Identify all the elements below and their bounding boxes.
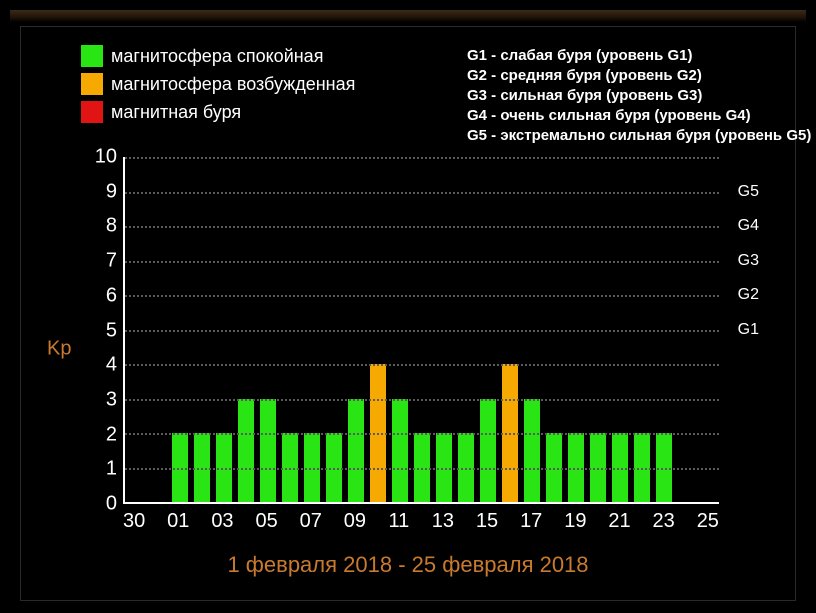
gridline [125, 330, 719, 332]
y-tick: 5 [106, 319, 117, 342]
gridline [125, 192, 719, 194]
x-tick: 05 [255, 506, 277, 540]
gridline [125, 295, 719, 297]
x-tick: 21 [608, 506, 630, 540]
gridline [125, 226, 719, 228]
y-tick: 3 [106, 388, 117, 411]
legend-swatch [81, 73, 103, 95]
y-tick: 4 [106, 354, 117, 377]
y-tick: 9 [106, 180, 117, 203]
gridline [125, 468, 719, 470]
y-tick: 0 [106, 493, 117, 516]
x-tick [322, 506, 344, 540]
x-tick: 23 [653, 506, 675, 540]
g-scale-legend: G1 - слабая буря (уровень G1) G2 - средн… [421, 45, 811, 147]
y-axis: 109876543210 [91, 157, 121, 504]
x-tick [454, 506, 476, 540]
legend-item-storm: магнитная буря [81, 101, 421, 123]
y-axis-label: Kp [47, 337, 71, 360]
page-frame: магнитосфера спокойная магнитосфера возб… [0, 0, 816, 613]
x-axis-title: 1 февраля 2018 - 25 февраля 2018 [21, 552, 795, 578]
x-tick [189, 506, 211, 540]
x-tick: 01 [167, 506, 189, 540]
y-tick: 7 [106, 250, 117, 273]
x-tick: 15 [476, 506, 498, 540]
x-tick: 19 [564, 506, 586, 540]
chart-panel: магнитосфера спокойная магнитосфера возб… [20, 26, 796, 601]
legend-area: магнитосфера спокойная магнитосфера возб… [81, 45, 785, 147]
x-tick: 17 [520, 506, 542, 540]
g-marker-label: G2 [738, 286, 759, 304]
legend-label: магнитосфера спокойная [111, 46, 323, 67]
g-scale-line: G1 - слабая буря (уровень G1) [467, 47, 811, 64]
g-scale-line: G2 - средняя буря (уровень G2) [467, 67, 811, 84]
x-tick: 03 [211, 506, 233, 540]
bar [260, 399, 275, 503]
bar [392, 399, 407, 503]
gridline [125, 399, 719, 401]
state-legend: магнитосфера спокойная магнитосфера возб… [81, 45, 421, 147]
x-tick [410, 506, 432, 540]
gridline [125, 433, 719, 435]
decorative-top-strip [10, 10, 806, 22]
g-scale-line: G3 - сильная буря (уровень G3) [467, 87, 811, 104]
legend-item-excited: магнитосфера возбужденная [81, 73, 421, 95]
y-tick: 2 [106, 423, 117, 446]
legend-label: магнитная буря [111, 102, 241, 123]
x-tick: 30 [123, 506, 145, 540]
legend-swatch [81, 45, 103, 67]
x-tick: 11 [388, 506, 410, 540]
g-marker-label: G4 [738, 217, 759, 235]
bar [524, 399, 539, 503]
x-tick [278, 506, 300, 540]
gridline [125, 157, 719, 159]
g-marker-label: G5 [738, 183, 759, 201]
y-tick: 10 [95, 146, 117, 169]
x-tick: 07 [300, 506, 322, 540]
x-tick [586, 506, 608, 540]
g-scale-line: G4 - очень сильная буря (уровень G4) [467, 107, 811, 124]
x-tick [145, 506, 167, 540]
y-tick: 8 [106, 215, 117, 238]
gridline [125, 261, 719, 263]
bar [348, 399, 363, 503]
x-tick [498, 506, 520, 540]
x-tick [631, 506, 653, 540]
bar [480, 399, 495, 503]
x-tick: 09 [344, 506, 366, 540]
y-tick: 1 [106, 458, 117, 481]
g-marker-label: G1 [738, 321, 759, 339]
x-tick [675, 506, 697, 540]
legend-swatch [81, 101, 103, 123]
g-marker-label: G3 [738, 252, 759, 270]
bar [238, 399, 253, 503]
x-tick [542, 506, 564, 540]
g-scale-line: G5 - экстремально сильная буря (уровень … [467, 127, 811, 144]
x-axis: 30 01 03 05 07 09 11 13 15 17 19 21 23 25 [123, 506, 719, 540]
x-tick [234, 506, 256, 540]
plot-area: G1G2G3G4G5 [123, 157, 719, 504]
x-tick: 25 [697, 506, 719, 540]
chart-wrap: Kp 109876543210 G1G2G3G4G5 3001030507091… [51, 157, 765, 540]
y-tick: 6 [106, 284, 117, 307]
legend-label: магнитосфера возбужденная [111, 74, 355, 95]
x-tick [366, 506, 388, 540]
x-tick: 13 [432, 506, 454, 540]
legend-item-calm: магнитосфера спокойная [81, 45, 421, 67]
gridline [125, 364, 719, 366]
